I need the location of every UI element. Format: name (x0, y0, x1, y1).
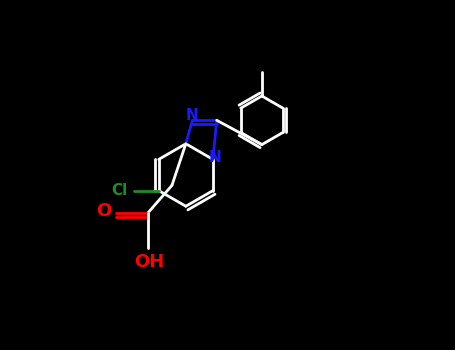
Text: Cl: Cl (111, 183, 127, 198)
Text: N: N (208, 150, 221, 165)
Text: OH: OH (134, 253, 165, 271)
Text: O: O (96, 202, 111, 220)
Text: N: N (186, 107, 199, 122)
